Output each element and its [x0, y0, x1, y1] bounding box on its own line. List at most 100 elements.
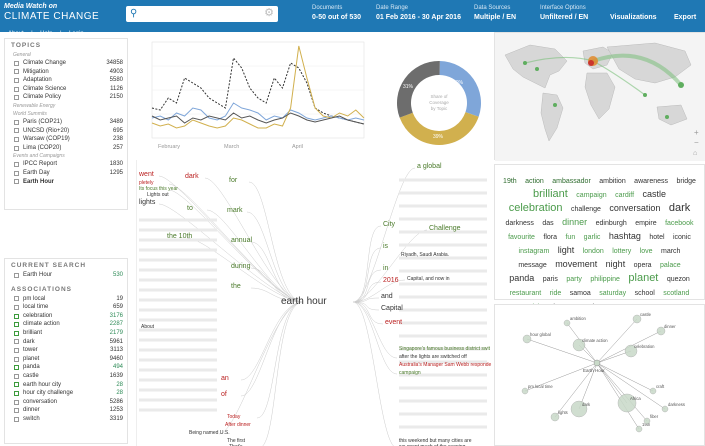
- association-row[interactable]: planet 9460: [5, 355, 127, 364]
- cloud-word[interactable]: das: [542, 220, 554, 227]
- cloud-word[interactable]: palace: [660, 262, 681, 269]
- tree-word[interactable]: during: [231, 263, 251, 270]
- checkbox[interactable]: [14, 356, 19, 362]
- cloud-word[interactable]: challenge: [570, 206, 601, 213]
- checkbox[interactable]: [14, 95, 19, 101]
- cloud-word[interactable]: night: [605, 259, 626, 269]
- visualizations-menu[interactable]: Visualizations: [610, 14, 657, 21]
- association-row[interactable]: local time 659: [5, 303, 127, 312]
- tree-word[interactable]: is: [383, 243, 389, 250]
- topic-row[interactable]: Adaptation 5580: [5, 76, 127, 85]
- cloud-word[interactable]: fun: [565, 234, 576, 241]
- tree-word[interactable]: Riyadh, Saudi Arabia.: [401, 252, 450, 258]
- gear-icon[interactable]: ⚙: [264, 7, 274, 19]
- topic-row[interactable]: UNCSD (Rio+20) 695: [5, 127, 127, 136]
- trend-line-0[interactable]: [151, 56, 365, 125]
- cloud-word[interactable]: castle: [642, 189, 667, 199]
- cloud-word[interactable]: london: [582, 248, 604, 255]
- tree-word[interactable]: for: [229, 177, 238, 184]
- cloud-word[interactable]: samoa: [569, 290, 591, 297]
- checkbox[interactable]: [14, 162, 19, 168]
- network-node[interactable]: [632, 314, 642, 324]
- interface-options[interactable]: Interface Options Unfiltered / EN: [540, 4, 588, 24]
- topic-row-selected[interactable]: Earth Hour: [5, 178, 127, 187]
- cloud-word[interactable]: facebook: [665, 220, 694, 227]
- topic-row[interactable]: Mitigation 4903: [5, 68, 127, 77]
- tree-word[interactable]: went: [139, 171, 154, 178]
- checkbox[interactable]: [14, 86, 19, 92]
- cloud-word[interactable]: conversation: [609, 203, 661, 213]
- cloud-word[interactable]: ambassador: [552, 178, 591, 185]
- network-node[interactable]: [563, 319, 571, 327]
- zoom-out-icon[interactable]: −: [694, 138, 699, 147]
- cloud-word[interactable]: bridge: [676, 178, 696, 185]
- nav-help[interactable]: Help: [40, 31, 53, 37]
- tree-word[interactable]: the 10th: [167, 233, 193, 240]
- cloud-word[interactable]: darkness: [505, 220, 534, 227]
- tree-word[interactable]: Today: [227, 414, 241, 420]
- checkbox[interactable]: [14, 408, 19, 414]
- tree-word[interactable]: after the lights are switched off: [399, 354, 467, 360]
- network-node[interactable]: [656, 326, 666, 336]
- word-tree-center[interactable]: earth hour: [281, 296, 327, 307]
- association-row[interactable]: pm local 19: [5, 295, 127, 304]
- tree-word[interactable]: 2016: [383, 277, 399, 284]
- cloud-word[interactable]: hashtag: [608, 231, 641, 241]
- cloud-word[interactable]: philippine: [590, 276, 620, 283]
- network-node[interactable]: [649, 387, 657, 395]
- tree-word[interactable]: Challenge: [429, 225, 461, 232]
- network-node[interactable]: [522, 334, 532, 344]
- network-node[interactable]: [550, 412, 560, 422]
- topic-row[interactable]: Warsaw (COP19) 238: [5, 135, 127, 144]
- tree-word[interactable]: Capital, and now in: [407, 276, 450, 282]
- cloud-word[interactable]: 19th: [503, 178, 517, 185]
- cloud-word[interactable]: ride: [549, 290, 562, 297]
- current-search-row[interactable]: Earth Hour 530: [5, 271, 127, 280]
- topic-row[interactable]: IPCC Report 1830: [5, 160, 127, 169]
- association-row[interactable]: conversation 5286: [5, 398, 127, 407]
- cloud-word[interactable]: brilliant: [532, 188, 568, 200]
- topic-row[interactable]: Climate Change 34858: [5, 59, 127, 68]
- zoom-in-icon[interactable]: +: [694, 128, 699, 137]
- tree-word[interactable]: About: [141, 324, 155, 330]
- tree-word[interactable]: this weekend but many cities are: [399, 438, 472, 444]
- cloud-word[interactable]: movement: [555, 259, 598, 269]
- cloud-word[interactable]: garlic: [583, 234, 601, 241]
- trend-line-2[interactable]: [151, 45, 365, 129]
- checkbox[interactable]: [14, 373, 19, 379]
- network-node[interactable]: [661, 405, 669, 413]
- topic-row[interactable]: Paris (COP21) 3489: [5, 118, 127, 127]
- checkbox[interactable]: [14, 339, 19, 345]
- cloud-word[interactable]: empire: [635, 220, 657, 227]
- topic-row[interactable]: Earth Day 1295: [5, 169, 127, 178]
- checkbox[interactable]: [14, 322, 19, 328]
- checkbox[interactable]: [14, 136, 19, 142]
- cloud-word[interactable]: celebration: [508, 202, 563, 214]
- tree-word[interactable]: The first: [227, 438, 246, 444]
- tree-word[interactable]: City: [383, 221, 396, 228]
- association-row[interactable]: dinner 1253: [5, 406, 127, 415]
- cloud-word[interactable]: opera: [633, 262, 652, 269]
- cloud-word[interactable]: edinburgh: [595, 220, 627, 227]
- tree-word[interactable]: the: [231, 283, 241, 290]
- cloud-word[interactable]: paris: [542, 276, 558, 283]
- tree-word[interactable]: After dinner: [225, 422, 251, 428]
- cloud-word[interactable]: planet: [628, 272, 659, 284]
- tree-word[interactable]: pletely: [139, 180, 154, 186]
- checkbox[interactable]: [14, 390, 19, 396]
- tree-word[interactable]: of: [221, 391, 227, 398]
- tree-word[interactable]: Singapore's famous business district swi…: [399, 346, 490, 352]
- network-node[interactable]: [617, 393, 637, 413]
- checkbox[interactable]: [14, 365, 19, 371]
- donut-slice-0[interactable]: [439, 61, 481, 117]
- topic-row[interactable]: Climate Science 1126: [5, 85, 127, 94]
- checkbox[interactable]: [14, 60, 19, 66]
- cloud-word[interactable]: campaign: [576, 192, 607, 199]
- cloud-word[interactable]: restaurant: [509, 290, 542, 297]
- export-button[interactable]: Export: [674, 14, 697, 21]
- tree-word[interactable]: and: [381, 293, 393, 300]
- nav-about[interactable]: About: [8, 31, 24, 37]
- checkbox[interactable]: [14, 128, 19, 134]
- network-graph[interactable]: Earth Hour castle ambition hour global clima…: [495, 305, 705, 446]
- checkbox[interactable]: [14, 272, 19, 278]
